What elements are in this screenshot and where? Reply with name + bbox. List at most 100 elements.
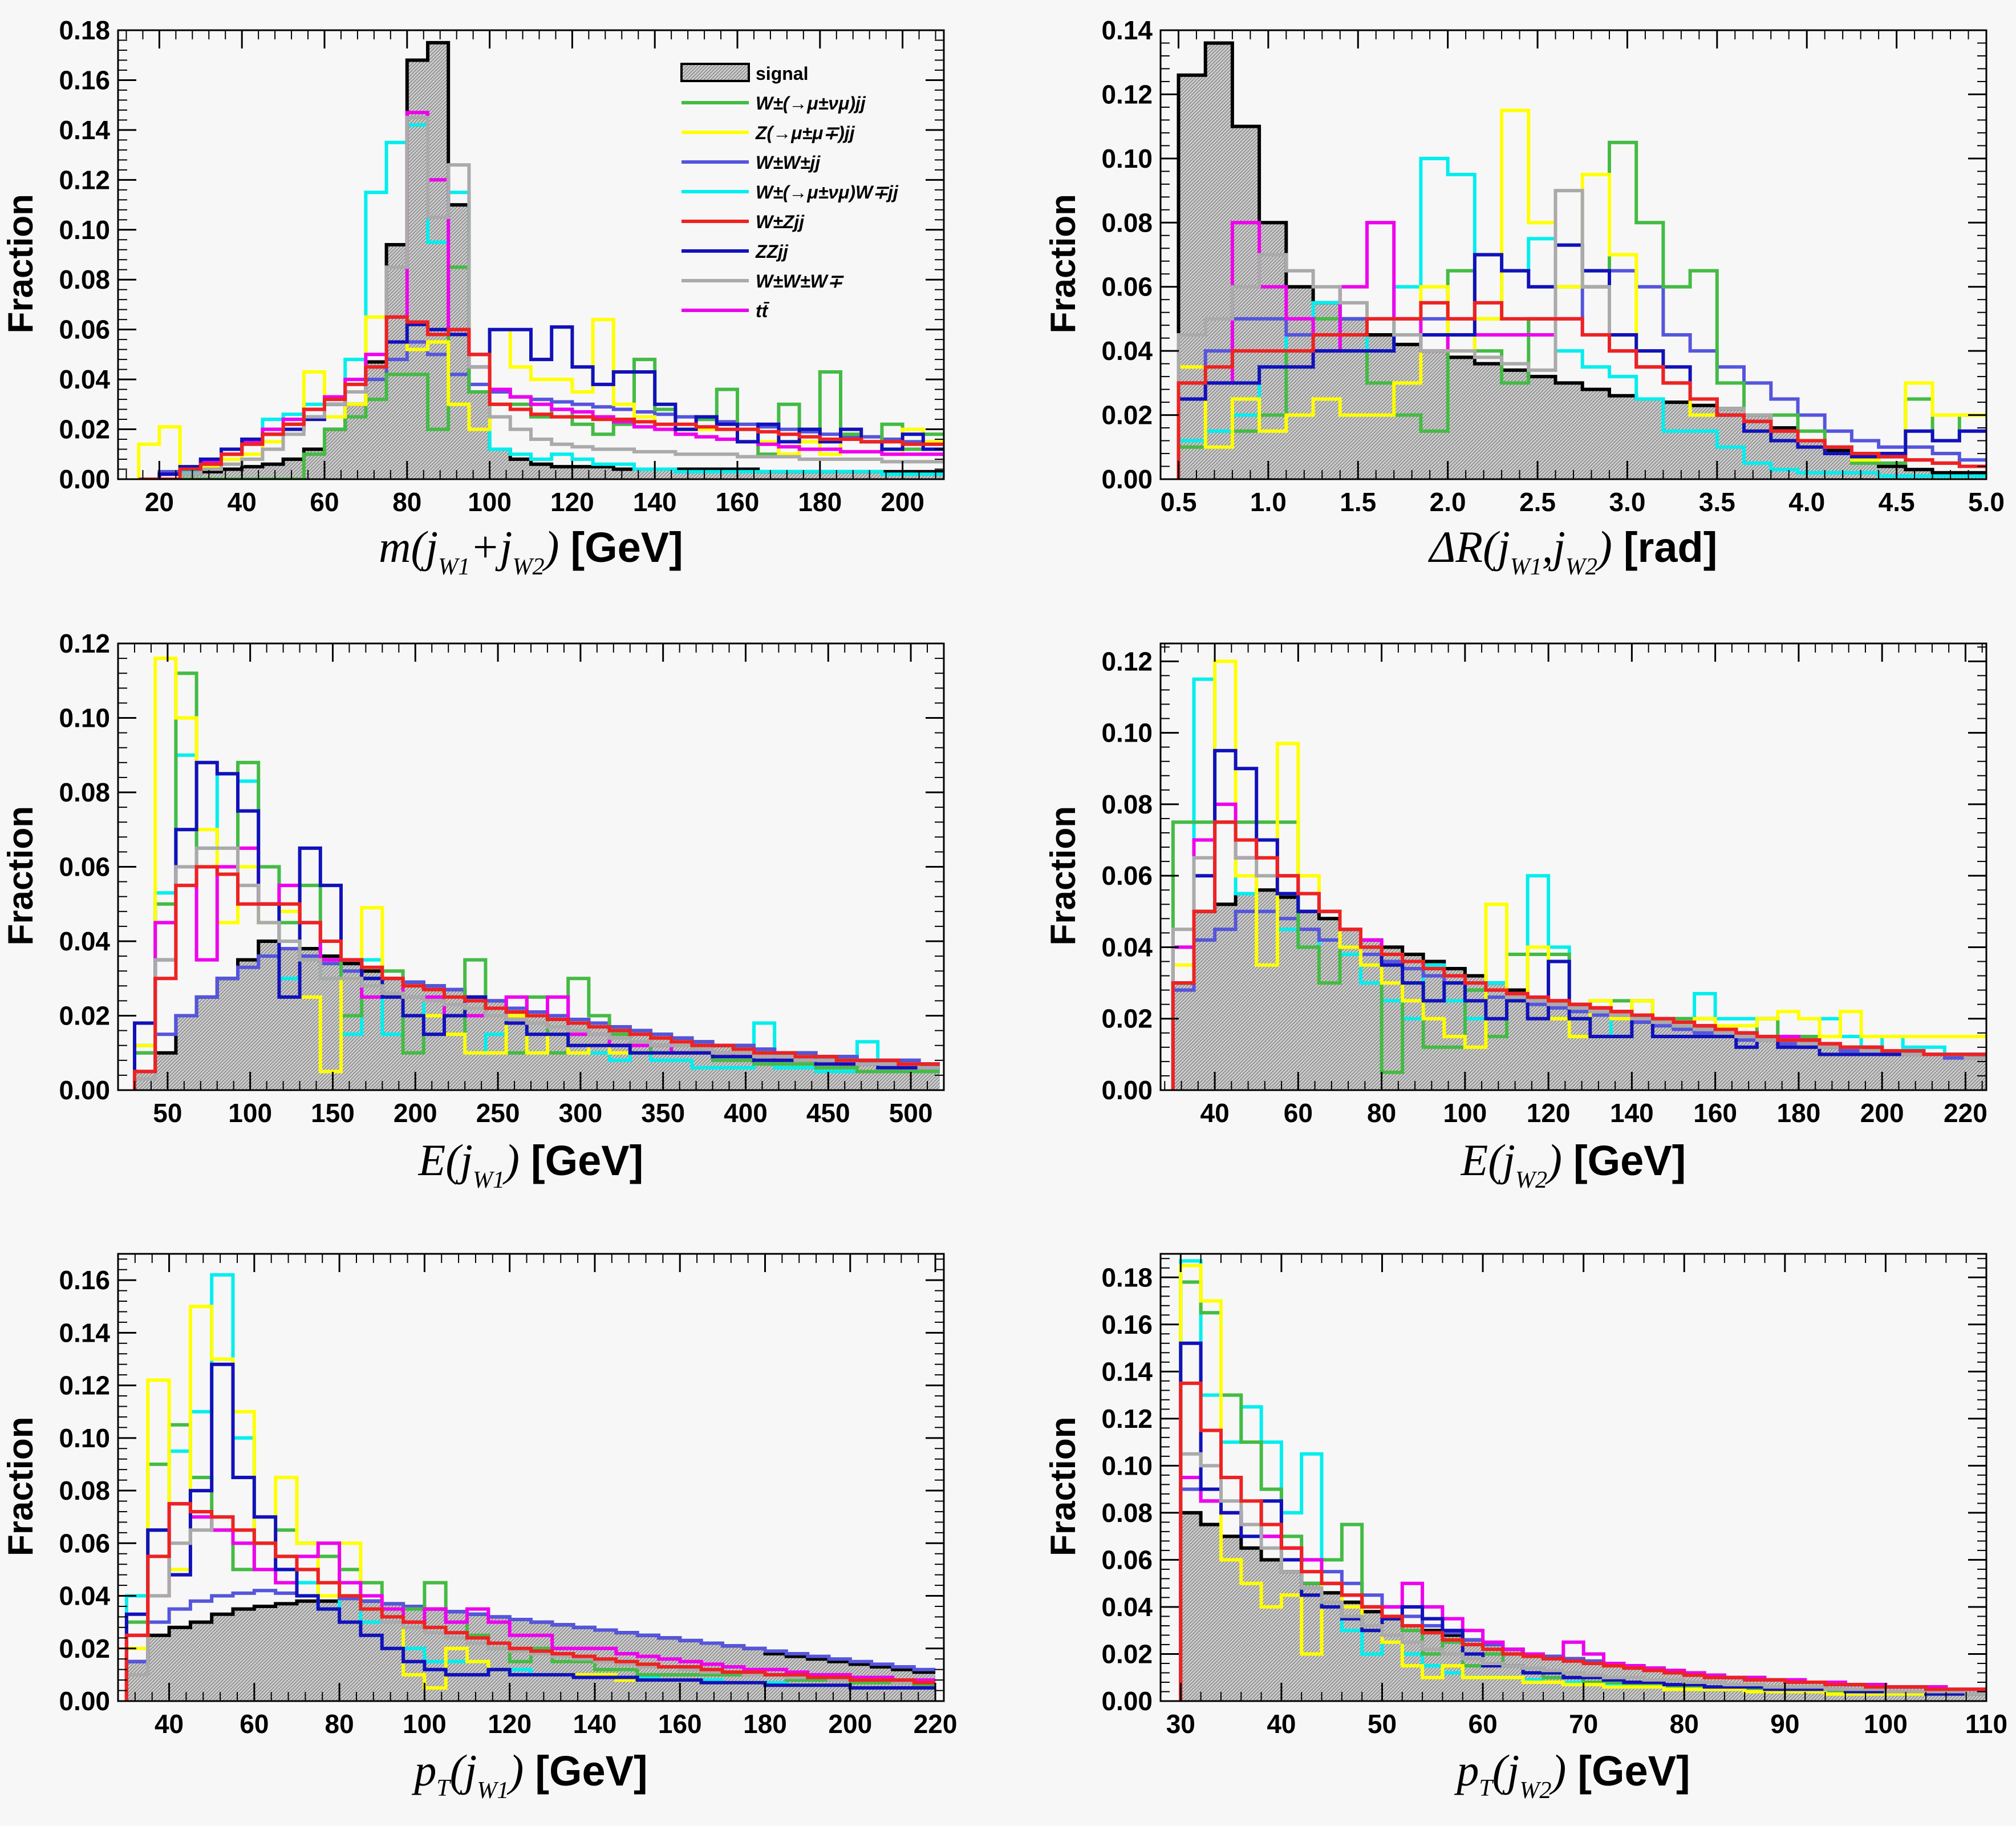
x-tick-label: 450 [806, 1098, 850, 1128]
x-axis-title: pT(jW2) [GeV] [1454, 1746, 1690, 1804]
x-tick-label: 220 [914, 1709, 958, 1739]
x-axis-title-part: W1 [438, 554, 470, 580]
x-axis-title-part: W2 [1519, 1778, 1551, 1804]
y-axis-title: Fraction [1, 806, 40, 946]
x-tick-label: 100 [228, 1098, 272, 1128]
series-5-histogram [1171, 820, 1986, 1090]
x-tick-label: 50 [1368, 1709, 1397, 1739]
series-5-histogram [139, 315, 944, 479]
series-6-histogram [139, 322, 944, 479]
y-axis-title: Fraction [1044, 1416, 1083, 1556]
x-tick-label: 50 [153, 1098, 182, 1128]
plot-frame [117, 1253, 945, 1702]
legend-label: tt̄ [756, 301, 769, 321]
y-tick-label: 0.00 [1101, 1075, 1153, 1105]
series-7-histogram [1179, 1452, 1986, 1701]
y-tick-label: 0.04 [1101, 1592, 1153, 1622]
x-tick-label: 110 [1965, 1709, 2007, 1739]
x-tick-label: 2.0 [1430, 487, 1466, 517]
x-axis-title-part: W1 [477, 1778, 509, 1804]
x-tick-label: 70 [1569, 1709, 1598, 1739]
x-axis-title-part: W2 [1565, 554, 1597, 580]
y-tick-label: 0.14 [59, 1318, 110, 1347]
x-tick-label: 350 [641, 1098, 685, 1128]
series-5-histogram [1179, 1381, 1986, 1701]
y-tick-label: 0.00 [59, 1686, 110, 1716]
x-tick-label: 140 [1610, 1098, 1654, 1128]
series-6-histogram [1171, 748, 1986, 1090]
y-tick-label: 0.04 [1101, 336, 1153, 366]
y-tick-label: 0.14 [59, 115, 110, 145]
y-tick-label: 0.00 [59, 464, 110, 494]
y-tick-label: 0.02 [1101, 1639, 1153, 1669]
series-7-histogram [139, 116, 944, 479]
x-axis-title-part: W2 [512, 554, 544, 580]
y-tick-label: 0.00 [1101, 464, 1153, 494]
series-5-histogram [133, 865, 940, 1090]
y-tick-label: 0.12 [1101, 1404, 1153, 1434]
y-tick-label: 0.08 [59, 265, 110, 294]
x-tick-label: 3.5 [1699, 487, 1735, 517]
y-tick-label: 0.04 [59, 365, 110, 394]
x-tick-label: 180 [798, 487, 842, 517]
x-axis-title: ΔR(jW1,jW2) [rad] [1428, 522, 1718, 580]
y-tick-label: 0.00 [59, 1075, 110, 1105]
x-axis-title-part: ) [506, 1746, 524, 1795]
x-tick-label: 40 [1267, 1709, 1296, 1739]
x-axis-title: pT(jW1) [GeV] [411, 1746, 647, 1804]
x-axis-title-part: p [1454, 1746, 1479, 1795]
y-tick-label: 0.18 [59, 15, 110, 45]
x-tick-label: 250 [476, 1098, 520, 1128]
y-tick-label: 0.10 [59, 215, 110, 245]
x-tick-label: 1.5 [1340, 487, 1376, 517]
x-tick-label: 500 [889, 1098, 933, 1128]
x-tick-label: 20 [145, 487, 174, 517]
y-tick-label: 0.06 [59, 852, 110, 882]
y-tick-label: 0.12 [59, 1371, 110, 1400]
series-3-histogram [124, 1589, 936, 1701]
x-axis-title-part: ( [1492, 1746, 1510, 1795]
x-tick-label: 4.5 [1879, 487, 1915, 517]
x-tick-label: 1.0 [1250, 487, 1287, 517]
y-tick-label: 0.12 [1101, 79, 1153, 109]
legend-swatch-signal [680, 63, 750, 82]
x-axis-title-part: +j [470, 522, 512, 572]
x-axis-title-part: ) [1549, 1746, 1566, 1795]
x-tick-label: 80 [392, 487, 421, 517]
plot-area [1177, 41, 1986, 479]
y-tick-label: 0.08 [59, 1476, 110, 1505]
x-tick-label: 100 [1443, 1098, 1487, 1128]
x-axis-title-part: ) [502, 1135, 520, 1185]
y-axis-title: Fraction [1044, 194, 1083, 334]
x-tick-label: 60 [1284, 1098, 1313, 1128]
x-axis-unit: [GeV] [1577, 1747, 1690, 1795]
y-tick-label: 0.00 [1101, 1686, 1153, 1716]
y-axis-title: Fraction [1, 194, 40, 334]
legend-label: W±Zjj [756, 212, 805, 232]
x-tick-label: 3.0 [1609, 487, 1645, 517]
chart-panel-6: 0.00 0.02 0.04 0.06 0.08 0.10 0.12 0.14 0.16 0.18… [1044, 1253, 2007, 1804]
y-tick-label: 0.08 [1101, 1498, 1153, 1528]
y-tick-label: 0.12 [59, 165, 110, 195]
y-tick-label: 0.06 [59, 1528, 110, 1558]
x-axis-title-part: ΔR( [1428, 522, 1500, 572]
x-tick-label: 2.5 [1519, 487, 1556, 517]
x-tick-label: 160 [1693, 1098, 1737, 1128]
y-tick-label: 0.02 [1101, 1004, 1153, 1034]
x-axis-title-part: W2 [1515, 1167, 1547, 1193]
x-tick-label: 180 [743, 1709, 787, 1739]
series-3-histogram [1177, 269, 1986, 479]
x-tick-label: 90 [1770, 1709, 1799, 1739]
x-axis-unit: [GeV] [531, 1137, 643, 1184]
x-tick-label: 60 [310, 487, 339, 517]
series-2-histogram [1171, 659, 1986, 1090]
plot-area [1171, 659, 1986, 1090]
x-axis-title-part: W1 [1510, 554, 1542, 580]
x-tick-label: 40 [1200, 1098, 1229, 1128]
plot-area [137, 41, 944, 479]
x-tick-label: 140 [573, 1709, 617, 1739]
y-tick-label: 0.10 [1101, 1451, 1153, 1480]
y-tick-label: 0.12 [59, 629, 110, 658]
y-tick-label: 0.12 [1101, 646, 1153, 676]
chart-panel-1: 0.00 0.02 0.04 0.06 0.08 0.10 0.12 0.14 0.16 0.18… [1, 15, 945, 580]
